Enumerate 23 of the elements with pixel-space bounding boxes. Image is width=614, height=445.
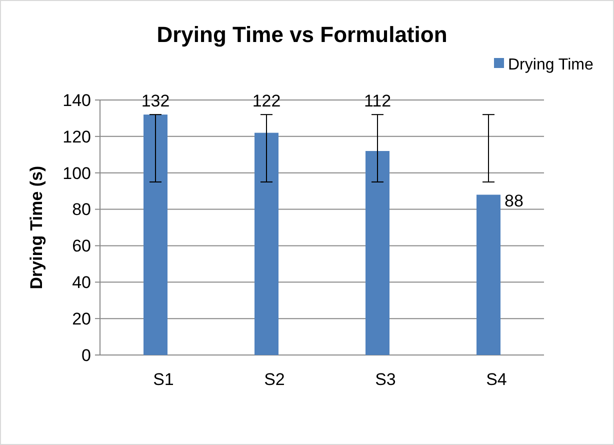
y-tick-label: 40	[72, 273, 91, 292]
y-tick-label: 120	[62, 127, 91, 146]
x-tick-label: S4	[486, 370, 507, 389]
y-tick-label: 100	[62, 164, 91, 183]
bar	[366, 151, 390, 355]
y-tick-label: 60	[72, 236, 91, 256]
y-axis-title: Drying Time (s)	[27, 166, 46, 290]
data-label: 122	[252, 92, 281, 111]
x-tick-label: S1	[153, 370, 174, 389]
legend-label: Drying Time	[508, 56, 594, 74]
data-label: 112	[364, 92, 392, 111]
x-tick-label: S2	[264, 370, 285, 389]
y-tick-label: 20	[72, 310, 91, 329]
chart-title: Drying Time vs Formulation	[156, 22, 448, 47]
y-tick-label: 140	[62, 90, 91, 110]
bar	[254, 132, 278, 355]
y-tick-label: 80	[72, 200, 91, 220]
bar	[144, 114, 168, 355]
y-tick-label: 0	[82, 346, 91, 365]
data-label: 132	[141, 92, 170, 111]
data-label: 88	[504, 192, 524, 211]
x-tick-label: S3	[375, 370, 396, 389]
bar	[476, 194, 500, 355]
